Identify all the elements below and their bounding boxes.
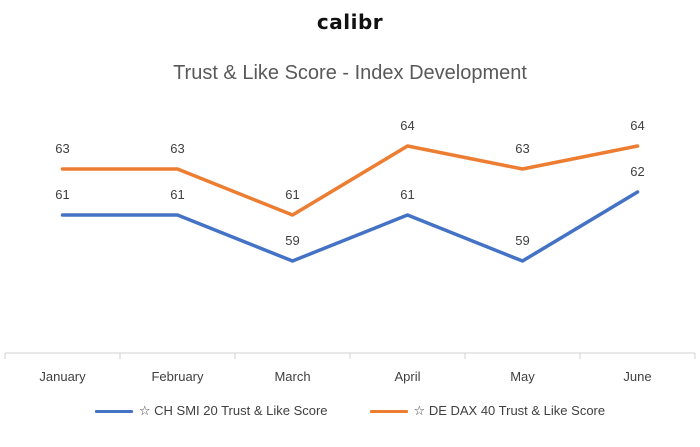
- data-label-0-5: 62: [630, 164, 644, 179]
- data-label-0-3: 61: [400, 187, 414, 202]
- data-label-0-2: 59: [285, 233, 299, 248]
- data-label-0-1: 61: [170, 187, 184, 202]
- data-label-0-4: 59: [515, 233, 529, 248]
- data-label-1-1: 63: [170, 141, 184, 156]
- data-label-1-5: 64: [630, 118, 644, 133]
- x-tick-label-5: June: [623, 369, 651, 384]
- series-line-0: [60, 190, 640, 263]
- legend-item-series-1: ☆ DE DAX 40 Trust & Like Score: [369, 403, 606, 419]
- legend-swatch-series-0: [94, 409, 133, 413]
- legend-item-series-0: ☆ CH SMI 20 Trust & Like Score: [94, 403, 328, 419]
- data-label-1-3: 64: [400, 118, 414, 133]
- x-tick-label-1: February: [151, 369, 204, 384]
- x-tick-label-2: March: [274, 369, 310, 384]
- legend-label-series-0: ☆ CH SMI 20 Trust & Like Score: [138, 403, 328, 418]
- legend-label-series-1: ☆ DE DAX 40 Trust & Like Score: [413, 403, 606, 418]
- chart-legend: ☆ CH SMI 20 Trust & Like Score ☆ DE DAX …: [0, 403, 700, 419]
- data-label-0-0: 61: [55, 187, 69, 202]
- legend-swatch-series-1: [369, 409, 408, 413]
- chart-title: Trust & Like Score - Index Development: [173, 62, 527, 84]
- brand-logo: calibr: [316, 10, 384, 34]
- x-tick-label-4: May: [510, 369, 535, 384]
- data-label-1-0: 63: [55, 141, 69, 156]
- data-label-1-2: 61: [285, 187, 299, 202]
- x-tick-label-3: April: [394, 369, 420, 384]
- line-chart: January February March April May June 61 61 59 61…: [4, 118, 696, 384]
- data-label-1-4: 63: [515, 141, 529, 156]
- x-tick-label-0: January: [39, 369, 86, 384]
- series-line-1: [60, 144, 640, 217]
